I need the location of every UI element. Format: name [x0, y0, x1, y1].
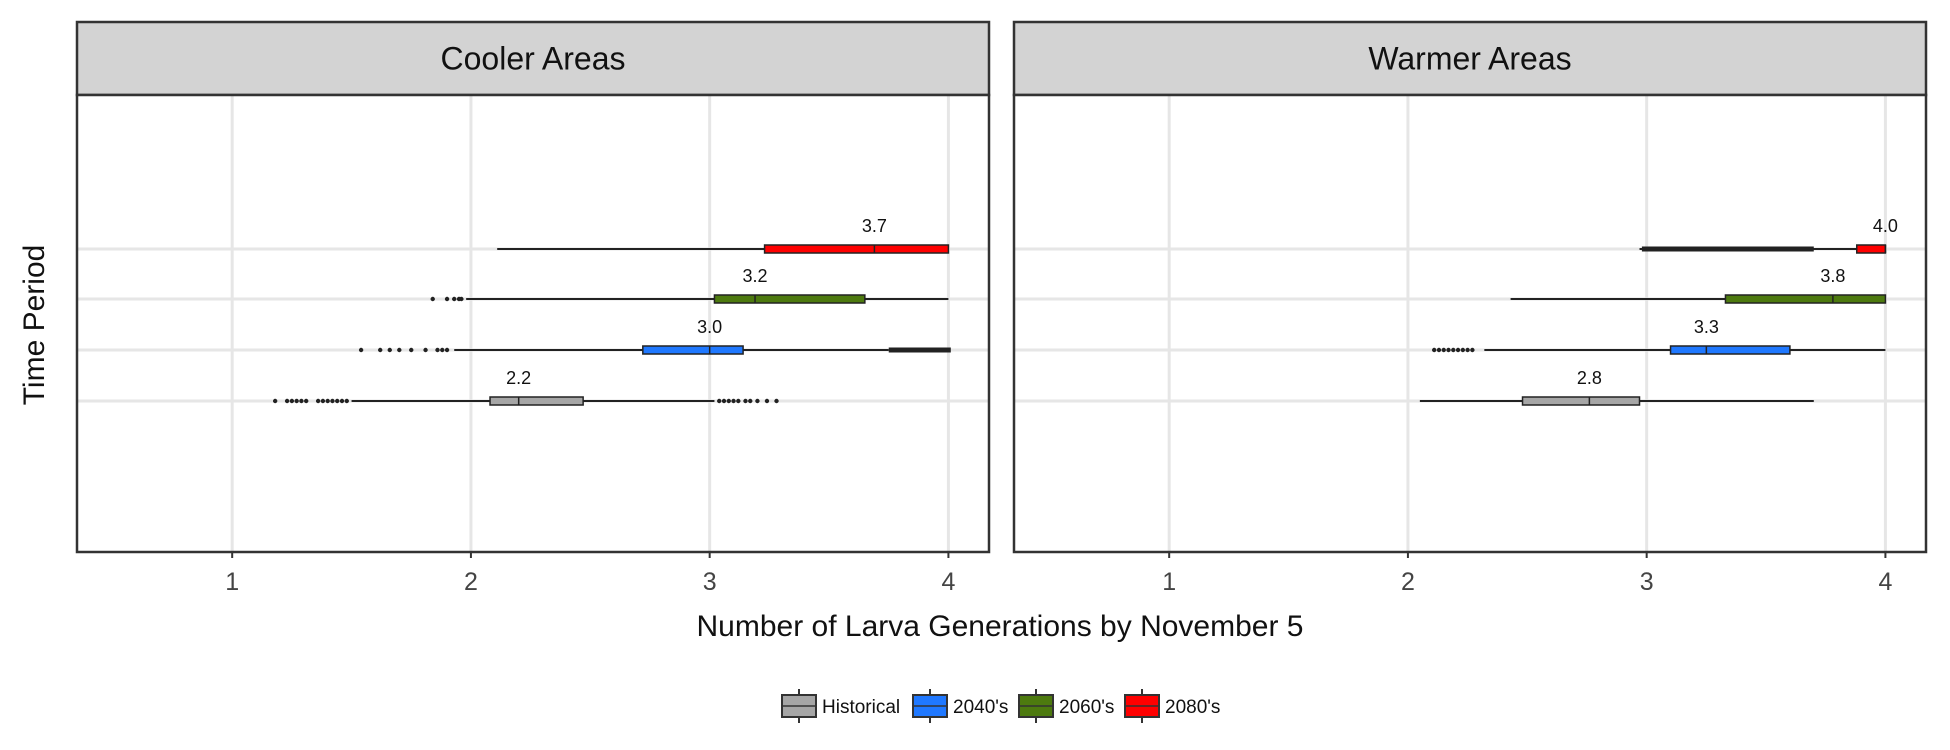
outlier-point [743, 398, 748, 404]
outlier-point [452, 296, 457, 302]
box-Historical: 2.8 [1419, 368, 1814, 406]
box-2080's: 4.0 [1639, 216, 1898, 254]
outlier-point [320, 398, 326, 404]
outlier-point [339, 398, 345, 404]
outlier-point [423, 347, 428, 353]
legend: Historical 2040's 2060's 2080's [781, 689, 1220, 723]
x-tick-label: 4 [1878, 568, 1892, 596]
panel-border [75, 93, 991, 554]
box-body [713, 294, 866, 304]
outlier-point [284, 398, 290, 404]
outlier-point [435, 347, 440, 353]
box-body [1669, 345, 1791, 355]
box-Historical: 2.2 [272, 368, 779, 406]
median-label: 3.2 [743, 266, 768, 286]
outlier-point [748, 398, 753, 404]
legend-label: 2060's [1059, 697, 1114, 718]
outlier-point [378, 347, 383, 353]
outlier-point [1470, 347, 1475, 353]
outlier-point [387, 347, 392, 353]
outlier-point [335, 398, 340, 404]
box-body [1724, 294, 1887, 304]
outlier-point [289, 398, 295, 404]
facet-panel: Cooler Areas 2.2 3.0 3.2 3.7 1 2 3 4 [75, 20, 991, 596]
x-tick-label: 2 [1401, 568, 1415, 596]
x-axis-title: Number of Larva Generations by November … [697, 610, 1304, 643]
outlier-point [1451, 347, 1456, 353]
outlier-point [1455, 347, 1461, 353]
x-tick-label: 2 [464, 568, 478, 596]
outlier-point [726, 398, 731, 404]
x-tick-label: 1 [225, 568, 239, 596]
outlier-point [272, 398, 278, 404]
outlier-point [1446, 347, 1451, 353]
outlier-point [1436, 347, 1442, 353]
box-body [1856, 244, 1887, 254]
box-body [1521, 396, 1641, 406]
legend-item: 2040's [912, 689, 1008, 723]
facet-title: Warmer Areas [1368, 41, 1571, 77]
box-2040's: 3.0 [358, 317, 951, 355]
outlier-point [1465, 347, 1470, 353]
facet-strip [75, 20, 991, 97]
x-tick-label: 4 [941, 568, 955, 596]
panel-border [1012, 93, 1928, 554]
outlier-point [397, 347, 402, 353]
outlier-point [409, 347, 414, 353]
median-label: 3.0 [697, 317, 722, 337]
outlier-point [459, 296, 464, 302]
facet-title: Cooler Areas [441, 41, 626, 77]
outlier-point [1431, 347, 1437, 353]
outlier-point [303, 398, 309, 404]
outlier-point [299, 398, 304, 404]
box-2060's: 3.2 [430, 266, 949, 304]
median-label: 2.8 [1577, 368, 1602, 388]
legend-label: 2040's [953, 697, 1008, 718]
outlier-point [774, 398, 779, 404]
plot-background [77, 95, 989, 552]
box-2060's: 3.8 [1510, 266, 1887, 304]
box-2080's: 3.7 [497, 216, 950, 254]
median-label: 4.0 [1873, 216, 1898, 236]
box-body [642, 345, 744, 355]
outlier-point [444, 347, 450, 353]
legend-item: Historical [781, 689, 900, 723]
median-label: 3.3 [1694, 317, 1719, 337]
outlier-point [1441, 347, 1446, 353]
facet-panel: Warmer Areas 2.8 3.3 3.8 4.0 1 2 3 4 [1012, 20, 1928, 596]
x-tick-label: 3 [703, 568, 717, 596]
box-2040's: 3.3 [1431, 317, 1886, 355]
outlier-point [755, 398, 760, 404]
outlier-point [344, 398, 349, 404]
y-axis-title: Time Period [18, 245, 51, 406]
legend-item: 2080's [1124, 689, 1220, 723]
x-tick-label: 1 [1162, 568, 1176, 596]
outlier-point [440, 347, 445, 353]
legend-label: Historical [822, 697, 900, 718]
plot-background [1014, 95, 1926, 552]
outlier-point [717, 398, 722, 404]
outlier-point [430, 296, 435, 302]
legend-label: 2080's [1165, 697, 1220, 718]
outlier-point [731, 398, 736, 404]
outlier-point [358, 347, 364, 353]
outlier-point [315, 398, 321, 404]
outlier-point [764, 398, 770, 404]
outlier-point [1460, 347, 1466, 353]
legend-item: 2060's [1018, 689, 1114, 723]
median-label: 2.2 [506, 368, 531, 388]
outlier-point [294, 398, 299, 404]
box-body [763, 244, 950, 254]
outlier-point [736, 398, 741, 404]
outlier-point [444, 296, 450, 302]
outlier-point [721, 398, 727, 404]
box-body [489, 396, 584, 406]
x-tick-label: 3 [1640, 568, 1654, 596]
outlier-point [330, 398, 335, 404]
outlier-point [325, 398, 330, 404]
median-label: 3.7 [862, 216, 887, 236]
median-label: 3.8 [1820, 266, 1845, 286]
